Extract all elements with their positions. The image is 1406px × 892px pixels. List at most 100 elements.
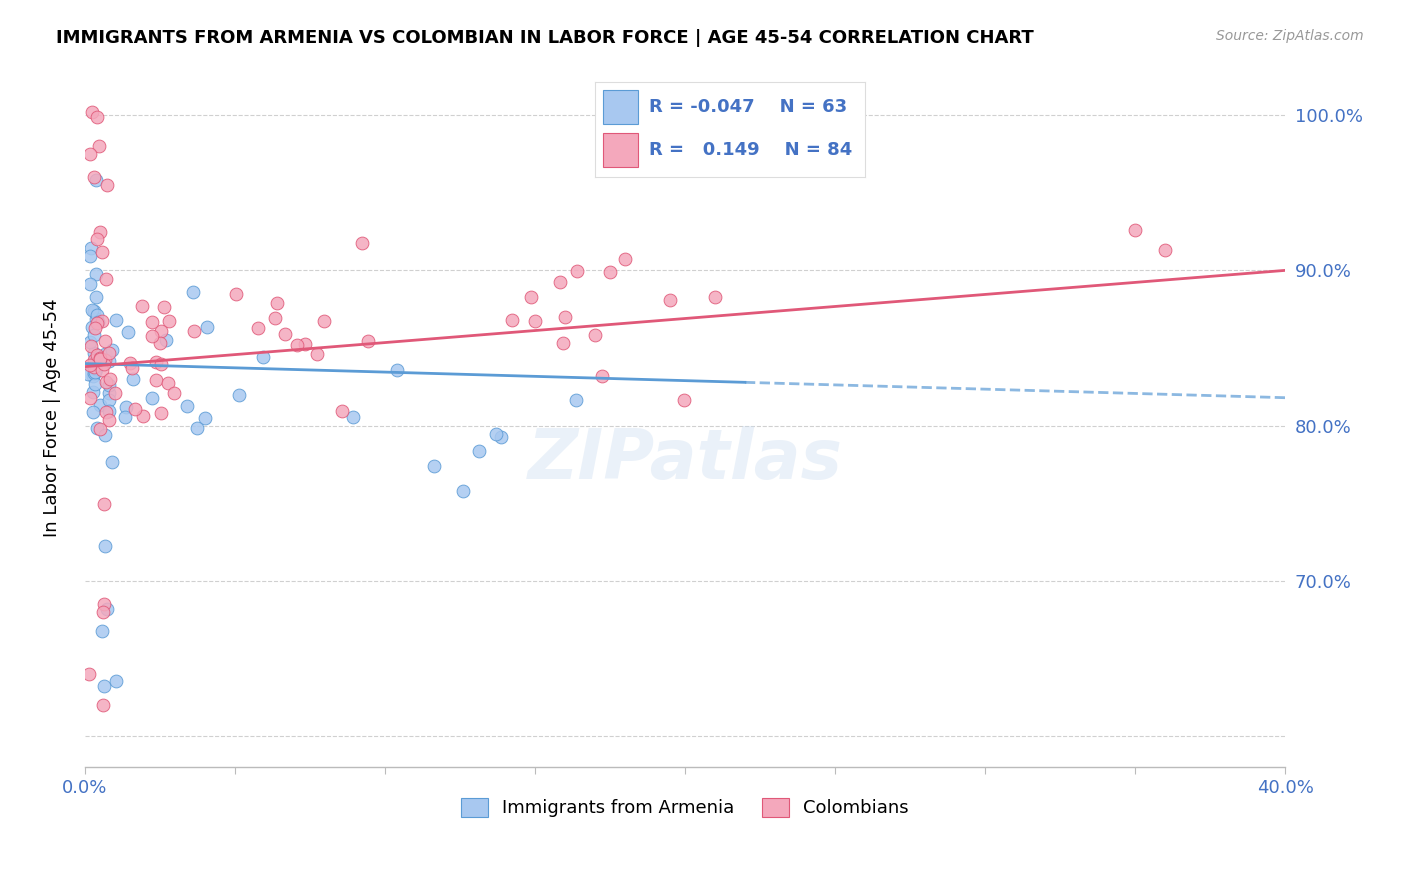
Point xyxy=(551,336,574,351)
Point xyxy=(80,105,103,120)
Point xyxy=(114,410,136,425)
Point xyxy=(117,325,139,339)
Point xyxy=(565,264,588,278)
Point xyxy=(80,339,103,353)
Point xyxy=(84,366,107,380)
Point xyxy=(1123,223,1146,237)
Point xyxy=(79,359,101,373)
Point xyxy=(82,405,104,419)
Point xyxy=(83,367,105,381)
Point xyxy=(87,315,110,329)
Point xyxy=(77,667,100,681)
Point xyxy=(86,268,108,282)
Point xyxy=(79,147,101,161)
Point xyxy=(312,313,335,327)
Point xyxy=(149,357,172,371)
Point xyxy=(186,420,208,434)
Point xyxy=(86,309,108,323)
Point xyxy=(124,401,146,416)
Point xyxy=(98,346,121,360)
Point xyxy=(181,285,204,300)
Point xyxy=(91,605,114,619)
Point xyxy=(548,275,571,289)
Point xyxy=(141,315,163,329)
Point xyxy=(84,172,107,186)
Point xyxy=(591,368,613,383)
Point xyxy=(294,337,316,351)
Point xyxy=(501,312,523,326)
Point xyxy=(225,286,247,301)
Point xyxy=(1154,243,1177,257)
Point xyxy=(80,302,103,317)
Point xyxy=(489,430,512,444)
Point xyxy=(83,346,105,360)
Point xyxy=(121,372,143,386)
Point xyxy=(163,385,186,400)
Point xyxy=(89,351,111,366)
Point xyxy=(115,400,138,414)
Point xyxy=(145,355,167,369)
Point xyxy=(583,328,606,343)
Point xyxy=(90,363,112,377)
Point xyxy=(89,139,111,153)
Point xyxy=(132,409,155,424)
Text: ZIPatlas: ZIPatlas xyxy=(527,426,842,493)
Point xyxy=(423,458,446,473)
Point xyxy=(98,353,121,368)
Point xyxy=(82,368,104,383)
Point xyxy=(83,304,105,318)
Point xyxy=(97,412,120,426)
Point xyxy=(228,388,250,402)
Text: IMMIGRANTS FROM ARMENIA VS COLOMBIAN IN LABOR FORCE | AGE 45-54 CORRELATION CHAR: IMMIGRANTS FROM ARMENIA VS COLOMBIAN IN … xyxy=(56,29,1033,46)
Point xyxy=(98,385,121,400)
Point xyxy=(96,178,118,192)
Point xyxy=(94,347,117,361)
Point xyxy=(79,249,101,263)
Point xyxy=(485,427,508,442)
Point xyxy=(79,277,101,292)
Point xyxy=(183,324,205,338)
Point xyxy=(86,232,108,246)
Point xyxy=(86,362,108,376)
Point xyxy=(554,310,576,324)
Point xyxy=(80,241,103,255)
Point xyxy=(252,350,274,364)
Point xyxy=(176,399,198,413)
Point xyxy=(86,312,108,326)
Point xyxy=(342,410,364,425)
Point xyxy=(264,310,287,325)
Point xyxy=(91,624,114,638)
Point xyxy=(523,314,546,328)
Point xyxy=(98,372,121,386)
Point xyxy=(104,386,127,401)
Point xyxy=(89,398,111,412)
Point xyxy=(83,360,105,375)
Point xyxy=(613,252,636,267)
Point xyxy=(704,290,727,304)
Point xyxy=(453,483,475,498)
Point xyxy=(467,443,489,458)
Point xyxy=(156,376,179,391)
Point xyxy=(350,236,373,251)
Point xyxy=(84,377,107,392)
Point xyxy=(94,334,117,348)
Point xyxy=(153,300,176,314)
Point xyxy=(93,498,115,512)
Point xyxy=(98,378,121,392)
Point xyxy=(79,391,101,405)
Point xyxy=(150,325,173,339)
Point xyxy=(91,244,114,259)
Point xyxy=(357,334,380,348)
Point xyxy=(658,293,681,307)
Point xyxy=(96,601,118,615)
Point xyxy=(141,391,163,405)
Point xyxy=(155,333,177,347)
Point xyxy=(599,265,621,279)
Point xyxy=(77,368,100,382)
Point xyxy=(149,335,172,350)
Point xyxy=(520,290,543,304)
Point xyxy=(387,363,409,377)
Point xyxy=(82,320,104,334)
Point xyxy=(247,321,270,335)
Point xyxy=(118,356,141,370)
